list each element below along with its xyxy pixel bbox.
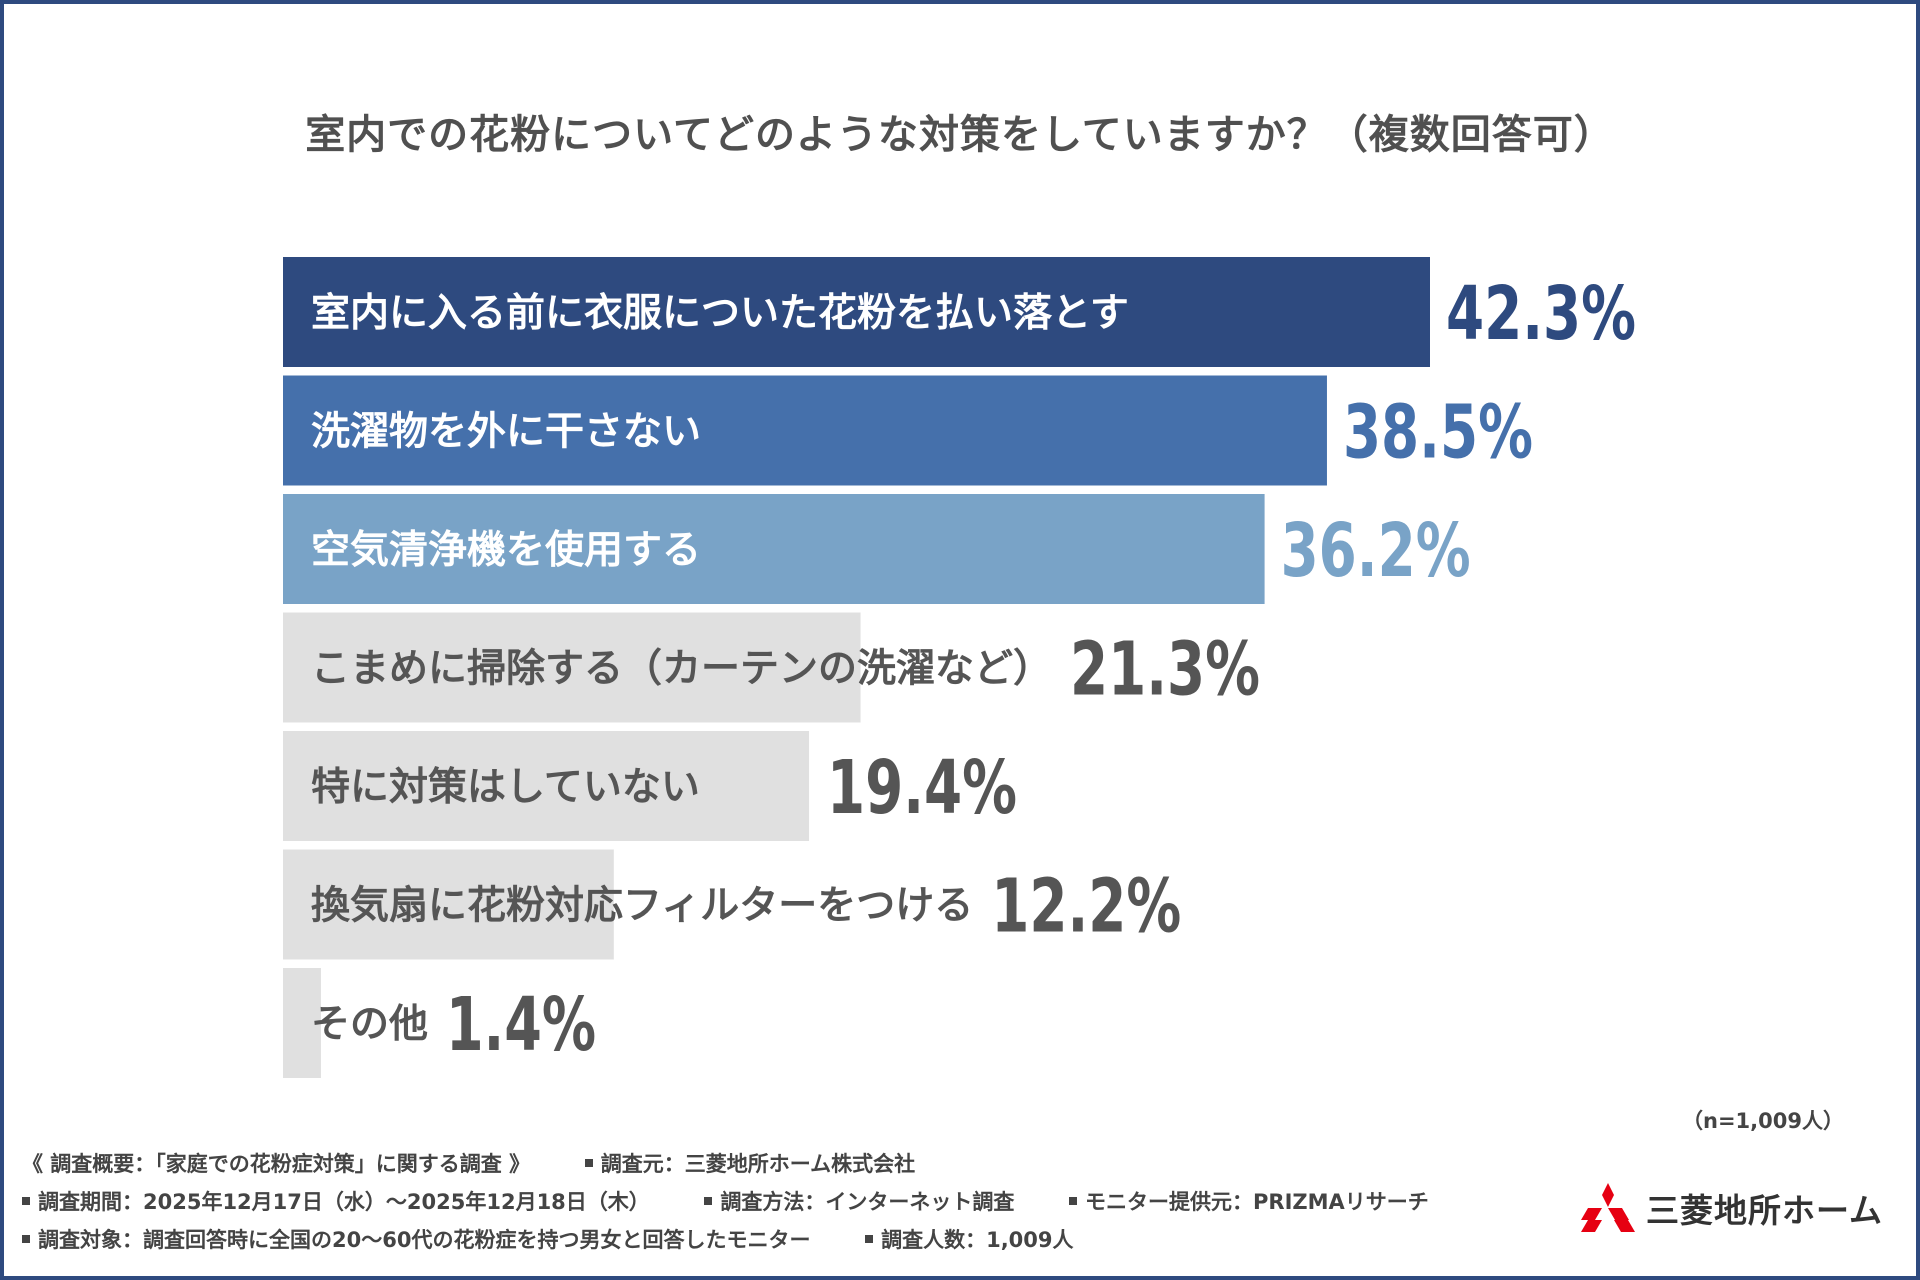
- bar-7: [283, 968, 321, 1078]
- bullet-icon: [1069, 1197, 1078, 1205]
- survey-source: 調査元：三菱地所ホーム株式会社: [600, 1152, 916, 1176]
- bar-label-1: 室内に入る前に衣服についた花粉を払い落とす: [311, 291, 1129, 336]
- bar-value-3: 36.2%: [1281, 508, 1471, 594]
- sample-size-note: （n=1,009人）: [1682, 1109, 1844, 1133]
- bullet-icon: [584, 1159, 593, 1167]
- bullet-icon: [865, 1235, 874, 1243]
- bar-6: [283, 849, 614, 960]
- chart-title: 室内での花粉についてどのような対策をしていますか？（複数回答可）: [305, 112, 1615, 158]
- survey-target: 調査対象：調査回答時に全国の20～60代の花粉症を持つ男女と回答したモニター: [38, 1228, 811, 1252]
- bar-label-2: 洗濯物を外に干さない: [311, 410, 701, 455]
- bar-label-5: 特に対策はしていない: [311, 765, 700, 810]
- bar-value-1: 42.3%: [1446, 271, 1636, 357]
- survey-overview: 《 調査概要：「家庭での花粉症対策」に関する調査 》: [22, 1152, 531, 1176]
- survey-footer: 《 調査概要：「家庭での花粉症対策」に関する調査 》 調査元：三菱地所ホーム株式…: [22, 1145, 1429, 1259]
- survey-method: 調査方法：インターネット調査: [720, 1190, 1015, 1214]
- survey-monitor: モニター提供元：PRIZMAリサーチ: [1085, 1190, 1429, 1214]
- bullet-icon: [22, 1197, 30, 1205]
- bar-4: [283, 612, 861, 723]
- three-diamonds-icon: [1581, 1183, 1635, 1232]
- bar-label-4: こまめに掃除する（カーテンの洗濯など）: [311, 647, 1052, 692]
- bar-value-2: 38.5%: [1343, 390, 1533, 476]
- company-logo: 三菱地所ホーム: [1580, 1178, 1900, 1238]
- bar-value-5: 19.4%: [827, 745, 1017, 831]
- bullet-icon: [704, 1197, 713, 1205]
- bar-label-6: 換気扇に花粉対応フィルターをつける: [311, 884, 973, 929]
- bar-5: [283, 731, 810, 841]
- bar-value-7: 1.4%: [446, 982, 596, 1068]
- company-logo-text: 三菱地所ホーム: [1646, 1191, 1884, 1230]
- bullet-icon: [22, 1235, 30, 1243]
- bar-value-4: 21.3%: [1070, 627, 1260, 713]
- bar-label-7: その他: [311, 1002, 428, 1047]
- bar-2: [283, 375, 1327, 486]
- bar-3: [283, 494, 1265, 604]
- bar-1: [283, 257, 1430, 367]
- bar-label-3: 空気清浄機を使用する: [311, 528, 701, 573]
- survey-period: 調査期間：2025年12月17日（水）～2025年12月18日（木）: [38, 1190, 650, 1214]
- bar-value-6: 12.2%: [991, 864, 1181, 950]
- survey-count: 調査人数：1,009人: [881, 1228, 1074, 1252]
- bar-chart: 室内に入る前に衣服についた花粉を払い落とす 42.3% 洗濯物を外に干さない 38.5…: [283, 257, 1636, 1078]
